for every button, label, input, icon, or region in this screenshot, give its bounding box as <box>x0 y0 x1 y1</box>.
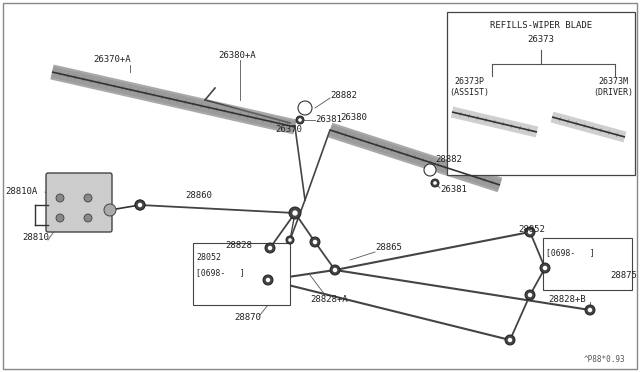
Text: 28828+B: 28828+B <box>548 295 586 305</box>
Circle shape <box>540 263 550 273</box>
Text: 26381: 26381 <box>315 115 342 125</box>
Text: [0698-   ]: [0698- ] <box>546 248 595 257</box>
Text: 28052: 28052 <box>196 253 221 263</box>
Circle shape <box>585 305 595 315</box>
Text: 26373M: 26373M <box>598 77 628 87</box>
Bar <box>543 238 632 290</box>
Circle shape <box>104 204 116 216</box>
Circle shape <box>266 278 270 282</box>
Text: 28810A: 28810A <box>5 187 37 196</box>
Text: 28870: 28870 <box>235 314 261 323</box>
Circle shape <box>310 237 320 247</box>
Circle shape <box>138 203 142 207</box>
Text: ^P88*0.93: ^P88*0.93 <box>584 356 625 365</box>
Text: 28852: 28852 <box>518 225 545 234</box>
Circle shape <box>508 338 512 342</box>
Circle shape <box>84 214 92 222</box>
Circle shape <box>135 200 145 210</box>
Circle shape <box>525 290 535 300</box>
Text: 26373: 26373 <box>527 35 554 44</box>
Text: 26381: 26381 <box>440 186 467 195</box>
Text: 28828+A: 28828+A <box>310 295 348 305</box>
Circle shape <box>528 230 532 234</box>
Circle shape <box>268 246 272 250</box>
Circle shape <box>505 335 515 345</box>
Circle shape <box>433 181 437 185</box>
Circle shape <box>313 240 317 244</box>
Text: 26370: 26370 <box>275 125 302 135</box>
Text: 28828: 28828 <box>225 241 252 250</box>
Circle shape <box>431 179 439 187</box>
Circle shape <box>298 118 302 122</box>
Bar <box>193 243 290 305</box>
Circle shape <box>525 227 535 237</box>
Text: [0698-   ]: [0698- ] <box>196 269 244 278</box>
Circle shape <box>286 236 294 244</box>
Text: 28875: 28875 <box>610 270 637 279</box>
Text: 26380: 26380 <box>340 113 367 122</box>
Circle shape <box>292 210 298 216</box>
Text: 28882: 28882 <box>330 90 357 99</box>
Circle shape <box>424 164 436 176</box>
Text: (DRIVER): (DRIVER) <box>593 87 633 96</box>
Circle shape <box>588 308 592 312</box>
Text: 26370+A: 26370+A <box>93 55 131 64</box>
Circle shape <box>289 207 301 219</box>
Text: 26380+A: 26380+A <box>218 51 255 60</box>
FancyBboxPatch shape <box>46 173 112 232</box>
Bar <box>447 12 635 175</box>
Text: 28810: 28810 <box>22 234 49 243</box>
Circle shape <box>333 268 337 272</box>
Circle shape <box>528 293 532 297</box>
Circle shape <box>296 116 304 124</box>
Text: 28882: 28882 <box>435 155 462 164</box>
Circle shape <box>265 243 275 253</box>
Text: 28860: 28860 <box>185 190 212 199</box>
Text: 28865: 28865 <box>375 244 402 253</box>
Text: 26373P: 26373P <box>454 77 484 87</box>
Circle shape <box>135 200 145 210</box>
Text: REFILLS-WIPER BLADE: REFILLS-WIPER BLADE <box>490 22 592 31</box>
Circle shape <box>288 238 292 242</box>
Circle shape <box>263 275 273 285</box>
Circle shape <box>543 266 547 270</box>
Circle shape <box>298 101 312 115</box>
Circle shape <box>84 194 92 202</box>
Circle shape <box>330 265 340 275</box>
Circle shape <box>56 194 64 202</box>
Text: (ASSIST): (ASSIST) <box>449 87 489 96</box>
Circle shape <box>56 214 64 222</box>
